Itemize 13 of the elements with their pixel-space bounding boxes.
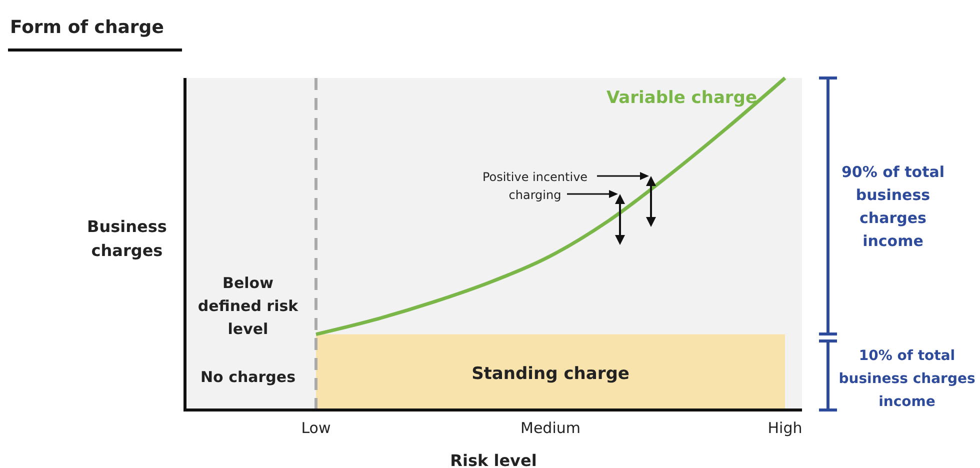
- series-label: Standing charge: [472, 364, 630, 384]
- text: Below defined risk level: [198, 274, 300, 338]
- x-tick-label: Medium: [520, 419, 580, 437]
- annotation: Positive incentive charging: [482, 170, 588, 202]
- x-axis-title: Risk level: [450, 451, 537, 468]
- text: 10% of total business charges income: [838, 348, 976, 410]
- text: 90% of total business charges income: [841, 163, 945, 250]
- text: Business charges: [87, 217, 167, 260]
- text: Form of charge: [10, 17, 164, 38]
- series-label: Variable charge: [606, 88, 757, 108]
- x-tick-label: High: [768, 419, 802, 437]
- text: No charges: [200, 368, 296, 386]
- x-tick-label: Low: [301, 419, 331, 437]
